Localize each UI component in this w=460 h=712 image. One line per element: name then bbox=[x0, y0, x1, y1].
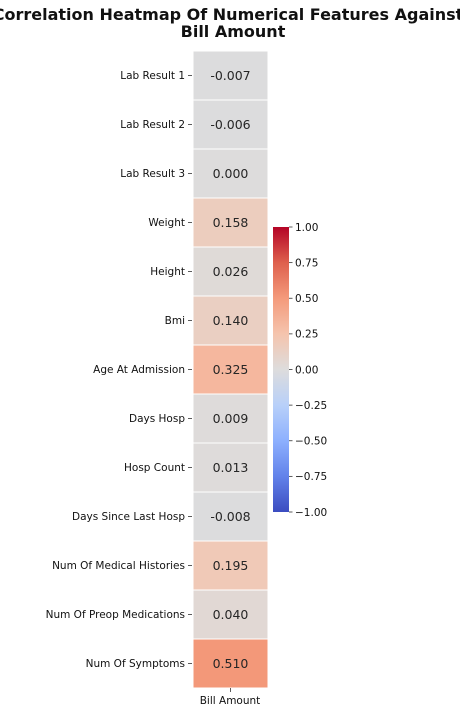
cell-value-label: 0.040 bbox=[213, 607, 249, 622]
colorbar-tick-label: −1.00 bbox=[295, 507, 327, 519]
heatmap-cells: -0.007 -0.006 0.000 0.158 0.026 0.140 0.325 0.0… bbox=[192, 50, 269, 689]
cell-value-label: 0.195 bbox=[213, 558, 249, 573]
row-label: Hosp Count bbox=[124, 462, 185, 474]
row-label: Num Of Symptoms bbox=[86, 658, 185, 670]
heatmap-cell bbox=[192, 295, 269, 346]
colorbar-bar bbox=[273, 227, 289, 512]
heatmap-cell bbox=[192, 197, 269, 248]
row-label: Age At Admission bbox=[93, 364, 185, 376]
colorbar-tick-label: −0.25 bbox=[295, 400, 327, 412]
cell-value-label: 0.158 bbox=[213, 215, 249, 230]
colorbar-tick-label: 0.00 bbox=[295, 364, 318, 376]
heatmap-cell bbox=[192, 442, 269, 493]
colorbar-tick-label: −0.50 bbox=[295, 436, 327, 448]
heatmap-cell bbox=[192, 344, 269, 395]
cell-value-label: -0.007 bbox=[210, 68, 250, 83]
heatmap-cell bbox=[192, 246, 269, 297]
heatmap-cell bbox=[192, 589, 269, 640]
row-label: Bmi bbox=[165, 315, 185, 327]
heatmap-cell bbox=[192, 393, 269, 444]
row-label: Height bbox=[150, 266, 185, 278]
cell-value-label: -0.006 bbox=[210, 117, 250, 132]
row-label: Lab Result 1 bbox=[120, 70, 185, 82]
column-label: Bill Amount bbox=[200, 695, 261, 707]
cell-value-label: 0.009 bbox=[213, 411, 249, 426]
heatmap-cell bbox=[192, 50, 269, 101]
colorbar-tick-label: 0.50 bbox=[295, 293, 318, 305]
cell-value-label: 0.013 bbox=[213, 460, 249, 475]
row-labels: Lab Result 1 Lab Result 2 Lab Result 3 Weig… bbox=[46, 70, 231, 692]
colorbar: 1.00 0.75 0.50 0.25 0.00 −0.25 −0.50 −0.75 −1.00 bbox=[273, 222, 327, 519]
row-label: Days Since Last Hosp bbox=[72, 511, 185, 523]
cell-value-label: 0.026 bbox=[213, 264, 249, 279]
colorbar-tick-label: 0.75 bbox=[295, 257, 318, 269]
chart-title-line-2: Bill Amount bbox=[181, 22, 286, 41]
row-label: Lab Result 2 bbox=[120, 119, 185, 131]
row-label: Days Hosp bbox=[129, 413, 185, 425]
row-label: Weight bbox=[148, 217, 185, 229]
cell-value-label: -0.008 bbox=[210, 509, 250, 524]
colorbar-tick-label: 0.25 bbox=[295, 329, 318, 341]
row-label: Num Of Medical Histories bbox=[52, 560, 185, 572]
heatmap-cell bbox=[192, 540, 269, 591]
row-label: Num Of Preop Medications bbox=[46, 609, 185, 621]
row-label: Lab Result 3 bbox=[120, 168, 185, 180]
cell-value-label: 0.000 bbox=[213, 166, 249, 181]
cell-value-label: 0.325 bbox=[213, 362, 249, 377]
cell-value-label: 0.140 bbox=[213, 313, 249, 328]
cell-value-label: 0.510 bbox=[213, 656, 249, 671]
heatmap-cell bbox=[192, 148, 269, 199]
chart-title-line-1: Correlation Heatmap Of Numerical Feature… bbox=[0, 5, 460, 24]
heatmap-cell bbox=[192, 638, 269, 689]
colorbar-tick-label: 1.00 bbox=[295, 222, 318, 234]
colorbar-tick-label: −0.75 bbox=[295, 471, 327, 483]
